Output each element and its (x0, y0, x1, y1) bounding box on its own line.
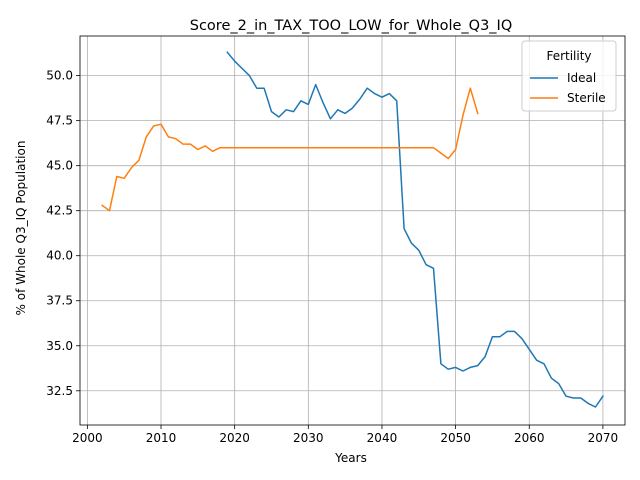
series-lines (101, 51, 604, 408)
x-tick-label: 2020 (219, 431, 250, 445)
legend: Fertility Ideal Sterile (521, 40, 617, 112)
y-tick-label: 50.0 (46, 69, 73, 83)
x-tick-label: 2070 (588, 431, 619, 445)
x-tick-label: 2000 (72, 431, 103, 445)
x-tick-label: 2050 (440, 431, 471, 445)
legend-box (521, 40, 617, 112)
plot-frame (79, 35, 626, 426)
chart-title: Score_2_in_TAX_TOO_LOW_for_Whole_Q3_IQ (190, 18, 513, 34)
axis-ticks: 2000 2010 2020 2030 2040 2050 2060 2070 32.5 35.0… (46, 69, 618, 445)
series-line-ideal (226, 51, 604, 408)
y-axis-label: % of Whole Q3_IQ Population (14, 141, 28, 316)
y-tick-label: 40.0 (46, 249, 73, 263)
y-tick-label: 37.5 (46, 294, 73, 308)
x-tick-label: 2030 (293, 431, 324, 445)
y-tick-label: 45.0 (46, 159, 73, 173)
legend-label-ideal: Ideal (567, 71, 596, 85)
x-tick-label: 2060 (514, 431, 545, 445)
legend-title: Fertility (546, 49, 591, 63)
series-line-sterile (101, 87, 479, 212)
y-tick-label: 35.0 (46, 339, 73, 353)
legend-label-sterile: Sterile (567, 91, 606, 105)
x-tick-label: 2010 (146, 431, 177, 445)
x-tick-label: 2040 (367, 431, 398, 445)
y-tick-label: 42.5 (46, 204, 73, 218)
y-tick-label: 47.5 (46, 114, 73, 128)
y-tick-label: 32.5 (46, 384, 73, 398)
x-axis-label: Years (334, 451, 367, 465)
